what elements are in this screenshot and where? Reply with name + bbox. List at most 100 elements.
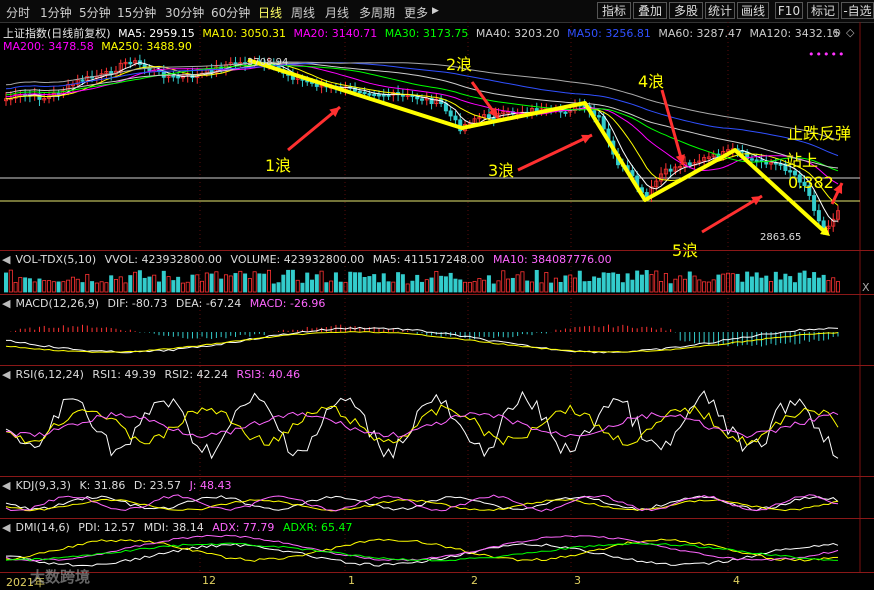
- volume-bar: [94, 282, 99, 293]
- ma60-label: MA60: 3287.47: [658, 27, 743, 40]
- volume-bar: [812, 272, 817, 293]
- dmi-info-line: ◀ DMI(14,6) PDI: 12.57 MDI: 38.14 ADX: 77…: [2, 521, 357, 534]
- volume-bar: [13, 281, 18, 293]
- candle-body: [353, 87, 358, 92]
- period-15min[interactable]: 15分钟: [117, 6, 157, 20]
- volume-bar: [252, 271, 257, 293]
- period-weekly[interactable]: 周线: [291, 6, 316, 20]
- rsi-info-line: ◀ RSI(6,12,24) RSI1: 49.39 RSI2: 42.24 RS…: [2, 368, 305, 381]
- candle-body: [754, 159, 759, 162]
- dmi-indicator-name[interactable]: DMI(14,6): [15, 521, 70, 534]
- volume-bar: [128, 275, 133, 293]
- period-more[interactable]: 更多: [404, 6, 429, 20]
- separator-kdj: [0, 476, 874, 477]
- kdj-info-line: ◀ KDJ(9,3,3) K: 31.86 D: 23.57 J: 48.43: [2, 479, 237, 492]
- low-price-flag: 2863.65: [760, 232, 802, 243]
- period-1min[interactable]: 1分钟: [40, 6, 72, 20]
- volume-bar: [142, 277, 147, 293]
- volume-bar: [180, 282, 185, 293]
- ma5-label: MA5: 2959.15: [118, 27, 195, 40]
- volume-bar: [415, 274, 420, 293]
- period-5min[interactable]: 5分钟: [79, 6, 111, 20]
- candle-body: [13, 94, 18, 99]
- period-multi[interactable]: 多周期: [359, 6, 396, 20]
- mark-button[interactable]: 标记: [807, 2, 839, 19]
- period-60min[interactable]: 60分钟: [211, 6, 251, 20]
- volume-bar: [190, 274, 195, 293]
- volume-bar: [391, 281, 396, 293]
- candle-body: [596, 115, 601, 118]
- kdj-menu-icon[interactable]: ◀: [2, 479, 11, 492]
- f10-button[interactable]: F10: [775, 2, 803, 19]
- macd-indicator-name[interactable]: MACD(12,26,9): [15, 297, 100, 310]
- more-arrow-icon[interactable]: ▶: [432, 6, 439, 16]
- collapse-icon[interactable]: ◇: [846, 26, 855, 39]
- dmi-menu-icon[interactable]: ◀: [2, 521, 11, 534]
- volume-bar: [778, 279, 783, 293]
- period-fenshi[interactable]: 分时: [6, 6, 31, 20]
- volume-bar: [137, 270, 142, 293]
- volume-menu-icon[interactable]: ◀: [2, 253, 11, 266]
- candle-body: [654, 180, 659, 188]
- volume-bar: [568, 274, 573, 293]
- volume-bar: [697, 279, 702, 293]
- candle-body: [419, 98, 424, 101]
- candle-body: [75, 79, 80, 85]
- draw-line-button[interactable]: 画线: [737, 2, 769, 19]
- indicator-button[interactable]: 指标: [597, 2, 631, 19]
- arrow-wave1: [287, 105, 341, 152]
- volume-bar: [439, 275, 444, 293]
- overlay-button[interactable]: 叠加: [633, 2, 667, 19]
- candle-body: [687, 162, 692, 166]
- multi-stock-button[interactable]: 多股: [669, 2, 703, 19]
- volume-bar: [458, 279, 463, 293]
- macd-menu-icon[interactable]: ◀: [2, 297, 11, 310]
- period-monthly[interactable]: 月线: [325, 6, 350, 20]
- rsi-indicator-name[interactable]: RSI(6,12,24): [15, 368, 84, 381]
- candle-body: [424, 97, 429, 101]
- kdj-indicator-name[interactable]: KDJ(9,3,3): [15, 479, 71, 492]
- candle-body: [797, 174, 802, 183]
- period-daily[interactable]: 日线: [258, 6, 283, 20]
- volume-bar: [639, 274, 644, 293]
- volume-bar: [262, 273, 267, 293]
- rsi-menu-icon[interactable]: ◀: [2, 368, 11, 381]
- kdj-k-label: K: 31.86: [79, 479, 126, 492]
- candle-body: [171, 75, 176, 78]
- volume-bar: [792, 282, 797, 293]
- volume-bar: [333, 272, 338, 293]
- period-30min[interactable]: 30分钟: [165, 6, 205, 20]
- volume-bar: [424, 279, 429, 293]
- candle-body: [807, 185, 812, 196]
- volume-bar: [324, 282, 329, 293]
- volume-bar: [711, 279, 716, 293]
- volume-bar: [18, 277, 23, 293]
- volume-bar: [123, 282, 128, 293]
- volume-bar: [453, 278, 458, 293]
- volume-bar: [745, 271, 750, 293]
- volume-bar: [582, 281, 587, 293]
- high-price-flag: 3708.94: [247, 57, 289, 68]
- kdj-j-line: [5, 494, 839, 512]
- volume-bar: [620, 282, 625, 293]
- volume-bar: [486, 275, 491, 293]
- candle-body: [678, 165, 683, 169]
- volume-bar: [314, 274, 319, 293]
- volume-bar: [534, 269, 539, 293]
- volume-bar: [386, 281, 391, 293]
- candle-body: [415, 96, 420, 100]
- expand-icon[interactable]: ⊕: [832, 26, 842, 39]
- statistics-button[interactable]: 统计: [705, 2, 735, 19]
- volume-bar: [85, 273, 90, 293]
- candle-body: [659, 173, 664, 182]
- volume-bar: [147, 276, 152, 293]
- volume-bar: [410, 280, 415, 293]
- volume-bar: [625, 273, 630, 293]
- date-tick-12: 12: [202, 574, 216, 587]
- volume-scroll-x[interactable]: X: [862, 281, 870, 294]
- volume-bar: [200, 280, 205, 293]
- volume-indicator-name[interactable]: VOL-TDX(5,10): [15, 253, 97, 266]
- candle-body: [104, 71, 109, 75]
- kdj-d-label: D: 23.57: [133, 479, 182, 492]
